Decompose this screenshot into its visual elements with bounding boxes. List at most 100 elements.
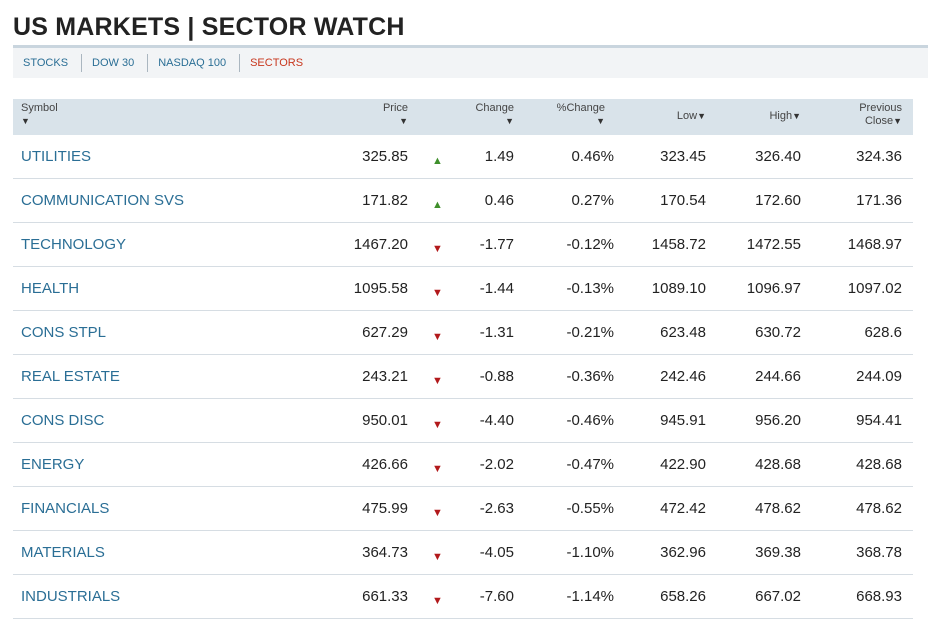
high-value: 478.62 (755, 500, 801, 517)
column-label-price: Price (382, 102, 408, 114)
column-label-pct-change: %Change (556, 102, 605, 114)
previous-close-value: 1097.02 (847, 280, 902, 297)
page-title: US MARKETS | SECTOR WATCH (13, 13, 405, 41)
down-arrow-icon: ▼ (432, 243, 443, 255)
column-header-previous-close[interactable]: Previous Close▼ (859, 102, 902, 138)
change-value: -2.63 (479, 500, 514, 517)
low-value: 945.91 (660, 412, 706, 429)
column-label-close: Close (864, 115, 894, 127)
sector-symbol-link[interactable]: INDUSTRIALS (21, 588, 121, 605)
change-value: -1.77 (479, 236, 514, 253)
price-value: 426.66 (362, 456, 408, 473)
pct-change-value: -0.21% (566, 324, 614, 341)
pct-change-value: -0.47% (566, 456, 614, 473)
up-arrow-icon: ▲ (432, 155, 443, 167)
table-header: Symbol ▼ Price ▼ Change ▼ %Change ▼ Low ▼… (13, 99, 913, 135)
sort-arrow-icon: ▼ (21, 116, 30, 126)
sort-arrow-icon: ▼ (399, 116, 408, 126)
sector-symbol-link[interactable]: ENERGY (21, 456, 85, 473)
previous-close-value: 478.62 (856, 500, 902, 517)
column-header-symbol[interactable]: Symbol ▼ (21, 102, 58, 138)
table-row: INDUSTRIALS 661.33 ▼ -7.60 -1.14% 658.26 667.0… (13, 575, 913, 619)
pct-change-value: -0.12% (566, 236, 614, 253)
table-row: UTILITIES 325.85 ▲ 1.49 0.46% 323.45 326.40 324… (13, 135, 913, 179)
previous-close-value: 628.6 (864, 324, 902, 341)
down-arrow-icon: ▼ (432, 595, 443, 607)
column-header-high[interactable]: High▼ (769, 110, 801, 146)
sector-symbol-link[interactable]: UTILITIES (21, 148, 92, 165)
tab-nasdaq-100[interactable]: NASDAQ 100 (148, 54, 241, 72)
high-value: 630.72 (755, 324, 801, 341)
low-value: 1458.72 (651, 236, 706, 253)
change-value: -1.44 (479, 280, 514, 297)
change-value: -2.02 (479, 456, 514, 473)
high-value: 172.60 (755, 192, 801, 209)
sort-arrow-icon: ▼ (792, 111, 801, 121)
price-value: 364.73 (362, 544, 408, 561)
down-arrow-icon: ▼ (432, 419, 443, 431)
sector-symbol-link[interactable]: HEALTH (21, 280, 80, 297)
price-value: 171.82 (362, 192, 408, 209)
down-arrow-icon: ▼ (432, 331, 443, 343)
high-value: 428.68 (755, 456, 801, 473)
low-value: 323.45 (660, 148, 706, 165)
sector-symbol-link[interactable]: CONS DISC (21, 412, 105, 429)
column-header-change[interactable]: Change ▼ (475, 102, 514, 138)
previous-close-value: 668.93 (856, 588, 902, 605)
pct-change-value: -1.14% (566, 588, 614, 605)
table-row: REAL ESTATE 243.21 ▼ -0.88 -0.36% 242.46 244.6… (13, 355, 913, 399)
sector-symbol-link[interactable]: CONS STPL (21, 324, 107, 341)
column-label-symbol: Symbol (21, 102, 58, 114)
low-value: 242.46 (660, 368, 706, 385)
title-divider (13, 45, 928, 48)
previous-close-value: 1468.97 (847, 236, 902, 253)
pct-change-value: -0.55% (566, 500, 614, 517)
sort-arrow-icon: ▼ (893, 116, 902, 126)
tab-stocks[interactable]: STOCKS (13, 54, 83, 72)
column-header-low[interactable]: Low▼ (677, 110, 706, 146)
sector-symbol-link[interactable]: FINANCIALS (21, 500, 110, 517)
previous-close-value: 954.41 (856, 412, 902, 429)
column-label-change: Change (475, 102, 514, 114)
sector-symbol-link[interactable]: MATERIALS (21, 544, 105, 561)
sector-symbol-link[interactable]: REAL ESTATE (21, 368, 120, 385)
sector-symbol-link[interactable]: COMMUNICATION SVS (21, 192, 185, 209)
pct-change-value: -0.36% (566, 368, 614, 385)
change-value: 0.46 (484, 192, 514, 209)
high-value: 1472.55 (746, 236, 801, 253)
table-row: CONS STPL 627.29 ▼ -1.31 -0.21% 623.48 630.72 6… (13, 311, 913, 355)
low-value: 658.26 (660, 588, 706, 605)
low-value: 170.54 (660, 192, 706, 209)
high-value: 667.02 (755, 588, 801, 605)
price-value: 1095.58 (353, 280, 408, 297)
column-label-low: Low (676, 110, 698, 122)
previous-close-value: 428.68 (856, 456, 902, 473)
high-value: 369.38 (755, 544, 801, 561)
previous-close-value: 324.36 (856, 148, 902, 165)
down-arrow-icon: ▼ (432, 287, 443, 299)
previous-close-value: 368.78 (856, 544, 902, 561)
price-value: 661.33 (362, 588, 408, 605)
column-label-high: High (769, 110, 793, 122)
pct-change-value: -0.46% (566, 412, 614, 429)
tab-sectors[interactable]: SECTORS (250, 57, 304, 69)
pct-change-value: 0.27% (571, 192, 614, 209)
sector-symbol-link[interactable]: TECHNOLOGY (21, 236, 127, 253)
change-value: -1.31 (479, 324, 514, 341)
up-arrow-icon: ▲ (432, 199, 443, 211)
pct-change-value: 0.46% (571, 148, 614, 165)
down-arrow-icon: ▼ (432, 375, 443, 387)
table-row: TECHNOLOGY 1467.20 ▼ -1.77 -0.12% 1458.72 1472… (13, 223, 913, 267)
price-value: 475.99 (362, 500, 408, 517)
column-header-pct-change[interactable]: %Change ▼ (557, 102, 605, 138)
change-value: -4.05 (479, 544, 514, 561)
table-row: COMMUNICATION SVS 171.82 ▲ 0.46 0.27% 170.54 1… (13, 179, 913, 223)
column-header-price[interactable]: Price ▼ (383, 102, 408, 138)
down-arrow-icon: ▼ (432, 463, 443, 475)
pct-change-value: -0.13% (566, 280, 614, 297)
tab-dow-30[interactable]: DOW 30 (82, 54, 149, 72)
previous-close-value: 171.36 (856, 192, 902, 209)
previous-close-value: 244.09 (856, 368, 902, 385)
price-value: 1467.20 (353, 236, 408, 253)
down-arrow-icon: ▼ (432, 551, 443, 563)
